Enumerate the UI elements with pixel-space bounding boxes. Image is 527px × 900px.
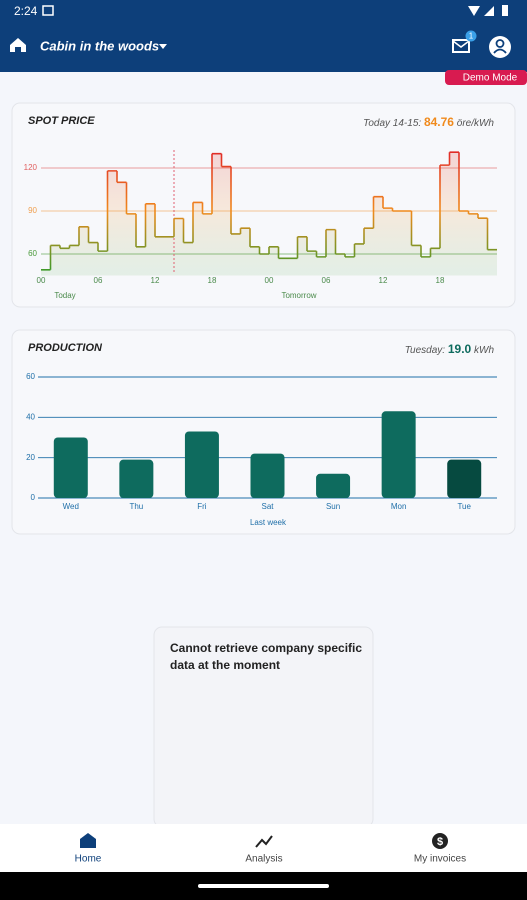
x-tick-label: Fri — [197, 502, 207, 511]
mail-icon[interactable] — [452, 39, 470, 53]
summary-label: Tuesday: — [405, 345, 446, 356]
bar — [381, 411, 416, 498]
site-title[interactable]: Cabin in the woods — [40, 38, 159, 53]
nav-label[interactable]: Analysis — [245, 854, 282, 865]
app-header — [0, 0, 527, 72]
summary: Tuesday: 19.0 kWh — [405, 342, 495, 356]
nav-invoices-icon[interactable] — [432, 833, 448, 849]
nav-home-icon[interactable] — [80, 833, 96, 848]
dropdown-arrow[interactable] — [159, 44, 167, 49]
badge-count: 1 — [469, 32, 474, 41]
bottom-nav — [0, 824, 527, 872]
x-tick-label: 06 — [322, 276, 331, 285]
battery-icon — [502, 5, 508, 16]
bar — [316, 473, 351, 498]
x-tick-label: 00 — [265, 276, 274, 285]
x-tick-label: Sat — [261, 502, 274, 511]
profile-body — [493, 48, 507, 54]
y-tick-label: 40 — [26, 412, 35, 421]
summary-unit: kWh — [474, 345, 494, 356]
card-title: PRODUCTION — [28, 342, 103, 354]
x-group-label: Tomorrow — [281, 291, 316, 300]
summary-unit: öre/kWh — [457, 118, 495, 129]
x-tick-label: Mon — [391, 502, 407, 511]
x-tick-label: 00 — [37, 276, 46, 285]
bar — [447, 459, 482, 498]
status-icon — [42, 5, 54, 16]
message-text: Cannot retrieve company specific data at… — [170, 641, 363, 672]
x-tick-label: 12 — [379, 276, 388, 285]
home-handle — [198, 884, 329, 888]
summary-label: Today 14-15: — [363, 118, 421, 129]
summary-value: 19.0 — [448, 342, 472, 356]
y-tick-label: 60 — [26, 372, 35, 381]
bar — [184, 431, 219, 498]
x-tick-label: 06 — [94, 276, 103, 285]
x-axis-label: Last week — [250, 518, 287, 527]
dollar-glyph: $ — [437, 836, 443, 848]
x-tick-label: Thu — [129, 502, 143, 511]
card-title: SPOT PRICE — [28, 115, 95, 127]
y-tick-label: 120 — [24, 163, 38, 172]
y-tick-label: 20 — [26, 453, 35, 462]
price-area — [41, 152, 497, 276]
status-time: 2:24 — [14, 4, 38, 18]
x-tick-label: 18 — [208, 276, 217, 285]
nav-label[interactable]: Home — [75, 854, 102, 865]
y-tick-label: 0 — [31, 493, 36, 502]
demo-tag — [445, 70, 527, 85]
nav-analysis-icon[interactable] — [255, 835, 273, 848]
bar — [250, 453, 285, 498]
nav-label[interactable]: My invoices — [414, 854, 466, 865]
summary-value: 84.76 — [424, 115, 454, 129]
wifi-icon — [468, 6, 480, 16]
home-icon[interactable] — [10, 38, 26, 52]
x-group-label: Today — [54, 291, 75, 300]
y-tick-label: 60 — [28, 249, 37, 258]
mail-flap — [452, 40, 470, 48]
x-tick-label: 18 — [436, 276, 445, 285]
x-tick-label: Tue — [457, 502, 471, 511]
x-tick-label: Sun — [326, 502, 340, 511]
summary: Today 14-15: 84.76 öre/kWh — [363, 115, 494, 129]
bar — [119, 459, 154, 498]
x-tick-label: Wed — [63, 502, 79, 511]
badge — [465, 30, 477, 42]
demo-tag-text: Demo Mode — [463, 73, 518, 84]
profile-head — [495, 39, 505, 48]
y-tick-label: 90 — [28, 206, 37, 215]
bar — [53, 437, 88, 498]
signal-icon — [484, 6, 494, 16]
x-tick-label: 12 — [151, 276, 160, 285]
